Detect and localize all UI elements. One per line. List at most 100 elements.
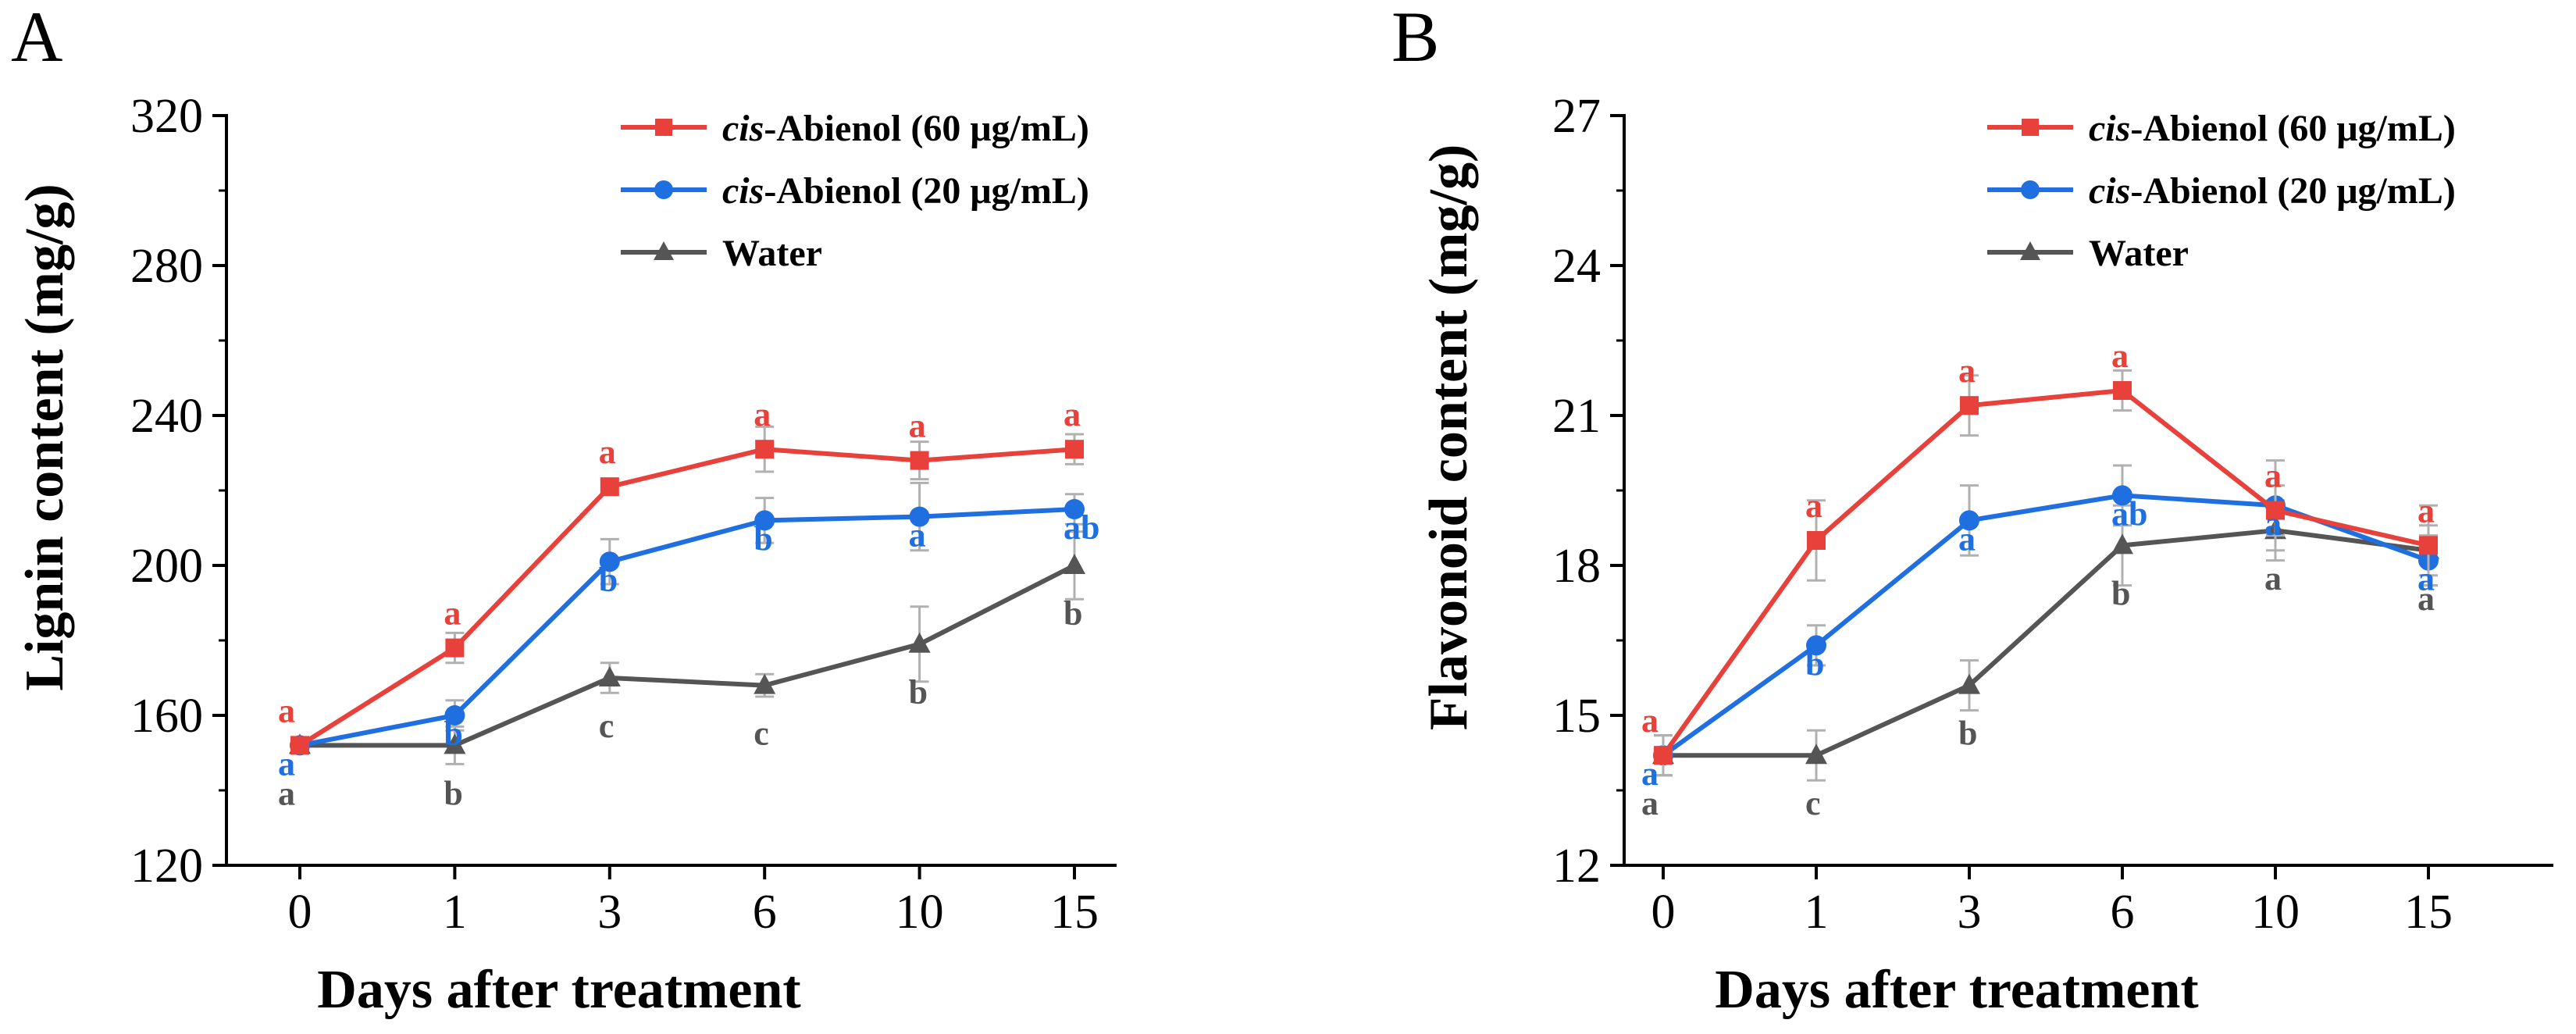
- panel-a-significance-letter: ab: [1064, 508, 1099, 547]
- panel-b-series-line-cis60: [1661, 388, 2429, 757]
- panel-a-x-tick-label: 1: [443, 886, 467, 939]
- panel-a-data-point-cis60: [1065, 440, 1084, 459]
- panel-b-letter: B: [1391, 0, 1439, 77]
- panel-a-y-tick-label: 120: [130, 840, 203, 893]
- panel-a-significance-letter: a: [444, 594, 461, 633]
- panel-b-significance-letter: a: [1641, 784, 1659, 822]
- panel-a-significance-letter: b: [909, 673, 928, 711]
- panel-b-significance-letter: a: [1958, 519, 1976, 558]
- panel-a-series-line-cis60: [298, 447, 1075, 747]
- panel-b-y-tick-label: 24: [1552, 240, 1601, 293]
- panel-a-x-tick-label: 0: [288, 886, 312, 939]
- panel-a-series-line-water: [300, 563, 1076, 748]
- panel-a-y-tick-label: 160: [130, 690, 203, 743]
- panel-b-data-point-cis20: [1806, 635, 1826, 656]
- panel-b-significance-letter: b: [1958, 715, 1977, 753]
- panel-b-significance-letter: b: [1805, 644, 1824, 683]
- panel-a-significance-letter: a: [754, 395, 771, 433]
- panel-a-significance-letter: c: [599, 707, 615, 745]
- panel-a-x-tick-label: 15: [1050, 886, 1099, 939]
- panel-b-legend-label: cis-Abienol (20 μg/mL): [2089, 170, 2456, 212]
- panel-a-data-point-cis20: [599, 551, 620, 572]
- panel-b-data-point-cis60: [2266, 501, 2285, 520]
- panel-b-legend-item-water: Water: [1987, 233, 2189, 274]
- panel-b-significance-letter: c: [1805, 784, 1821, 822]
- panel-a-x-tick-label: 3: [597, 886, 622, 939]
- panel-b-significance-letter: a: [1641, 701, 1659, 740]
- panel-a-data-point-cis20: [909, 506, 930, 527]
- panel-a-letter: A: [11, 0, 62, 77]
- panel-b-y-tick-label: 27: [1552, 90, 1601, 143]
- panel-a-y-tick-label: 200: [130, 540, 203, 593]
- panel-b-y-tick-label: 12: [1552, 840, 1601, 893]
- panel-a-data-point-cis60: [755, 440, 775, 459]
- panel-a-data-point-water: [444, 733, 466, 754]
- panel-a-significance-letter: b: [1064, 594, 1082, 633]
- panel-b-x-tick-label: 0: [1651, 886, 1676, 939]
- panel-b-legend-item-cis20: cis-Abienol (20 μg/mL): [1987, 170, 2456, 212]
- panel-b-data-point-cis60: [1654, 746, 1673, 765]
- panel-b-significance-letter: a: [2111, 337, 2129, 375]
- panel-b-y-axis-title: Flavonoid content (mg/g): [1419, 144, 1479, 731]
- panel-a-y-tick-label: 320: [130, 90, 203, 143]
- panel-a-significance-letter: c: [754, 715, 769, 753]
- panel-b-legend-item-cis60: cis-Abienol (60 μg/mL): [1987, 108, 2456, 149]
- panel-b-x-axis-title: Days after treatment: [1715, 960, 2198, 1020]
- panel-b-data-point-water: [2111, 533, 2133, 554]
- panel-a-legend-item-cis20: cis-Abienol (20 μg/mL): [621, 170, 1089, 212]
- panel-b-y-tick-label: 15: [1552, 690, 1601, 743]
- panel-b-significance-letter: a: [1805, 487, 1822, 525]
- panel-a-significance-letter: a: [1064, 395, 1081, 433]
- panel-a-y-tick-label: 280: [130, 240, 203, 293]
- panel-a-significance-letter: a: [599, 433, 616, 471]
- panel-a-data-point-cis60: [290, 736, 309, 755]
- panel-a-legend-label: cis-Abienol (60 μg/mL): [722, 108, 1089, 149]
- panel-a-legend-label: cis-Abienol (20 μg/mL): [722, 170, 1089, 212]
- panel-b-x-tick-label: 1: [1805, 886, 1829, 939]
- panel-a-significance-letter: a: [278, 744, 295, 783]
- panel-b-legend-label: cis-Abienol (60 μg/mL): [2089, 108, 2456, 149]
- panel-a-data-point-cis60: [600, 477, 619, 497]
- panel-a-legend-label: Water: [722, 233, 822, 274]
- panel-b-data-point-cis60: [1807, 531, 1826, 550]
- panel-a-series-line-cis20: [299, 507, 1075, 748]
- panel-a-significance-letter: a: [278, 691, 295, 729]
- panel-a-legend-item-cis60: cis-Abienol (60 μg/mL): [621, 108, 1089, 149]
- panel-b-legend-label: Water: [2089, 233, 2189, 274]
- panel-b-data-point-water: [1958, 673, 1980, 694]
- panel-b-data-point-cis60: [2113, 381, 2132, 400]
- panel-b-significance-letter: a: [2417, 579, 2435, 618]
- panel-b-data-point-cis60: [1960, 396, 1979, 415]
- panel-b-significance-letter: a: [2264, 559, 2282, 597]
- panel-b-data-point-water: [1805, 743, 1827, 765]
- panel-a-significance-letter: a: [909, 407, 926, 445]
- panel-b-significance-letter: a: [2264, 505, 2282, 543]
- panel-a-data-point-water: [754, 673, 776, 694]
- panel-a-significance-letter: a: [278, 774, 295, 812]
- panel-a-data-point-cis60: [445, 638, 465, 658]
- panel-a-data-point-water: [1064, 554, 1085, 574]
- panel-a-significance-letter: b: [444, 774, 462, 812]
- panel-a-data-point-water: [908, 632, 931, 653]
- panel-a-data-point-water: [598, 666, 621, 686]
- panel-a-data-point-cis20: [444, 705, 465, 726]
- panel-a-y-axis-title: Lignin content (mg/g): [15, 184, 75, 690]
- panel-b-significance-letter: a: [1641, 754, 1659, 793]
- panel-a-data-point-cis60: [910, 451, 929, 470]
- panel-a-significance-letter: b: [754, 519, 772, 558]
- panel-b-x-tick-label: 15: [2404, 886, 2453, 939]
- panel-b-x-tick-label: 6: [2111, 886, 2135, 939]
- panel-a-x-tick-label: 6: [753, 886, 777, 939]
- panel-a-data-point-cis20: [1064, 499, 1085, 519]
- panel-b-series-line-water: [1663, 528, 2429, 758]
- panel-a-significance-letter: a: [909, 516, 926, 554]
- panel-b-y-tick-label: 21: [1552, 390, 1601, 443]
- panel-b-significance-letter: a: [2417, 491, 2435, 529]
- panel-b-x-tick-label: 3: [1958, 886, 1982, 939]
- panel-b-y-tick-label: 18: [1552, 540, 1601, 593]
- panel-b-significance-letter: b: [2111, 574, 2130, 612]
